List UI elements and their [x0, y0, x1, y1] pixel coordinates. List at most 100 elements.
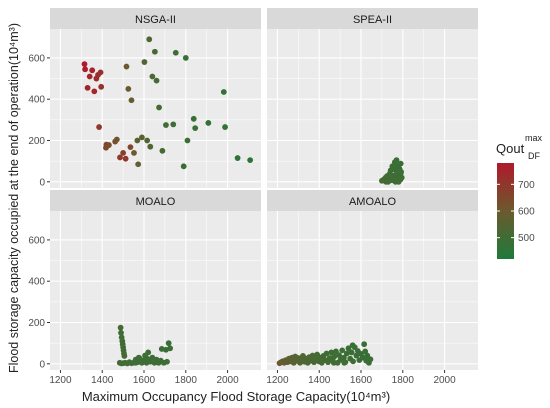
data-point: [330, 359, 337, 366]
data-point: [340, 354, 347, 361]
data-point: [353, 352, 360, 359]
data-point: [167, 345, 174, 352]
data-point: [82, 66, 88, 73]
facet-panel-moalo: MOALO: [50, 190, 261, 370]
y-tick-label: 0: [39, 177, 45, 188]
data-point: [151, 48, 158, 55]
data-point: [205, 120, 212, 126]
data-point: [127, 144, 134, 151]
data-point: [123, 63, 130, 70]
data-point: [113, 136, 120, 143]
data-point: [393, 157, 400, 164]
data-point: [192, 125, 199, 132]
data-point: [98, 83, 105, 90]
data-point: [156, 104, 162, 111]
data-point: [141, 59, 148, 65]
y-tick-label: 200: [28, 318, 45, 329]
data-point: [135, 354, 142, 361]
facet-panel-spea-ii: SPEA-II: [267, 8, 478, 188]
data-point: [91, 88, 98, 95]
data-point: [144, 137, 151, 144]
data-point: [149, 73, 156, 80]
data-point: [180, 163, 187, 170]
facet-strip-label: MOALO: [136, 196, 176, 208]
facet-panel-amoalo: AMOALO: [267, 190, 478, 370]
data-point: [345, 345, 352, 352]
data-point: [134, 137, 141, 144]
x-tick-label: 1800: [175, 375, 198, 386]
data-point: [383, 178, 389, 185]
data-point: [397, 160, 404, 167]
y-tick-label: 400: [28, 95, 45, 106]
y-tick-label: 200: [28, 136, 45, 147]
legend-tick-label: 600: [518, 207, 535, 218]
panel-background: [50, 29, 261, 188]
legend-title-subscript: DF: [528, 151, 540, 161]
data-point: [172, 49, 179, 56]
data-point: [234, 155, 241, 161]
data-point: [190, 115, 197, 122]
data-point: [121, 353, 128, 359]
data-point: [131, 149, 137, 156]
x-axis-title: Maximum Occupancy Flood Storage Capacity…: [82, 389, 390, 404]
data-point: [132, 359, 139, 366]
x-tick-label: 1800: [392, 375, 415, 386]
data-point: [349, 342, 356, 349]
legend-title-main: Qout: [496, 141, 525, 156]
data-point: [222, 124, 228, 130]
facet-strip: [267, 190, 478, 211]
x-tick-label: 2000: [216, 375, 239, 386]
data-point: [247, 157, 254, 164]
x-tick-label: 1600: [350, 375, 373, 386]
data-point: [328, 349, 335, 356]
data-point: [323, 350, 330, 357]
data-point: [396, 168, 403, 175]
facet-strip: [50, 190, 261, 211]
panel-background: [267, 211, 478, 370]
data-point: [122, 155, 129, 162]
data-point: [361, 341, 368, 348]
data-point: [81, 61, 88, 68]
data-point: [163, 122, 169, 128]
data-point: [89, 67, 96, 74]
axes: 0 200 400 600 0 200 400 600 1200 1400 1600 1800 2000…: [28, 53, 456, 386]
data-point: [339, 347, 346, 354]
legend-ticks: 500 600 700: [497, 180, 535, 244]
data-point: [348, 349, 355, 356]
data-point: [165, 340, 172, 347]
panel-background: [267, 29, 478, 188]
y-axis-title: Flood storage capacity occupied at the e…: [7, 23, 21, 373]
facet-strip-label: NSGA-II: [135, 14, 176, 26]
legend-color-bar: [497, 163, 514, 259]
x-tick-label: 1600: [133, 375, 156, 386]
data-point: [220, 89, 227, 95]
data-point: [84, 84, 91, 91]
data-point: [153, 77, 160, 84]
data-point: [125, 85, 132, 92]
x-tick-label: 1200: [49, 375, 72, 386]
data-point: [145, 349, 152, 356]
data-point: [367, 356, 374, 363]
y-tick-label: 0: [39, 359, 45, 370]
legend-title-superscript: max: [525, 133, 543, 143]
data-point: [86, 73, 93, 80]
data-point: [128, 97, 135, 104]
data-point: [350, 358, 356, 365]
data-point: [164, 358, 170, 365]
data-point: [184, 137, 191, 144]
y-tick-label: 600: [28, 53, 45, 64]
data-point: [144, 355, 151, 362]
x-tick-label: 1200: [266, 375, 289, 386]
data-point: [343, 350, 350, 357]
facet-strip-label: SPEA-II: [353, 14, 392, 26]
data-point: [96, 124, 102, 130]
data-point: [170, 121, 177, 128]
data-point: [120, 149, 127, 156]
data-point: [159, 147, 166, 154]
x-tick-label: 1400: [91, 375, 114, 386]
panel-background: [50, 211, 261, 370]
data-point: [118, 329, 124, 336]
facet-strip: [267, 8, 478, 29]
x-tick-label: 2000: [433, 375, 456, 386]
data-point: [316, 354, 323, 361]
